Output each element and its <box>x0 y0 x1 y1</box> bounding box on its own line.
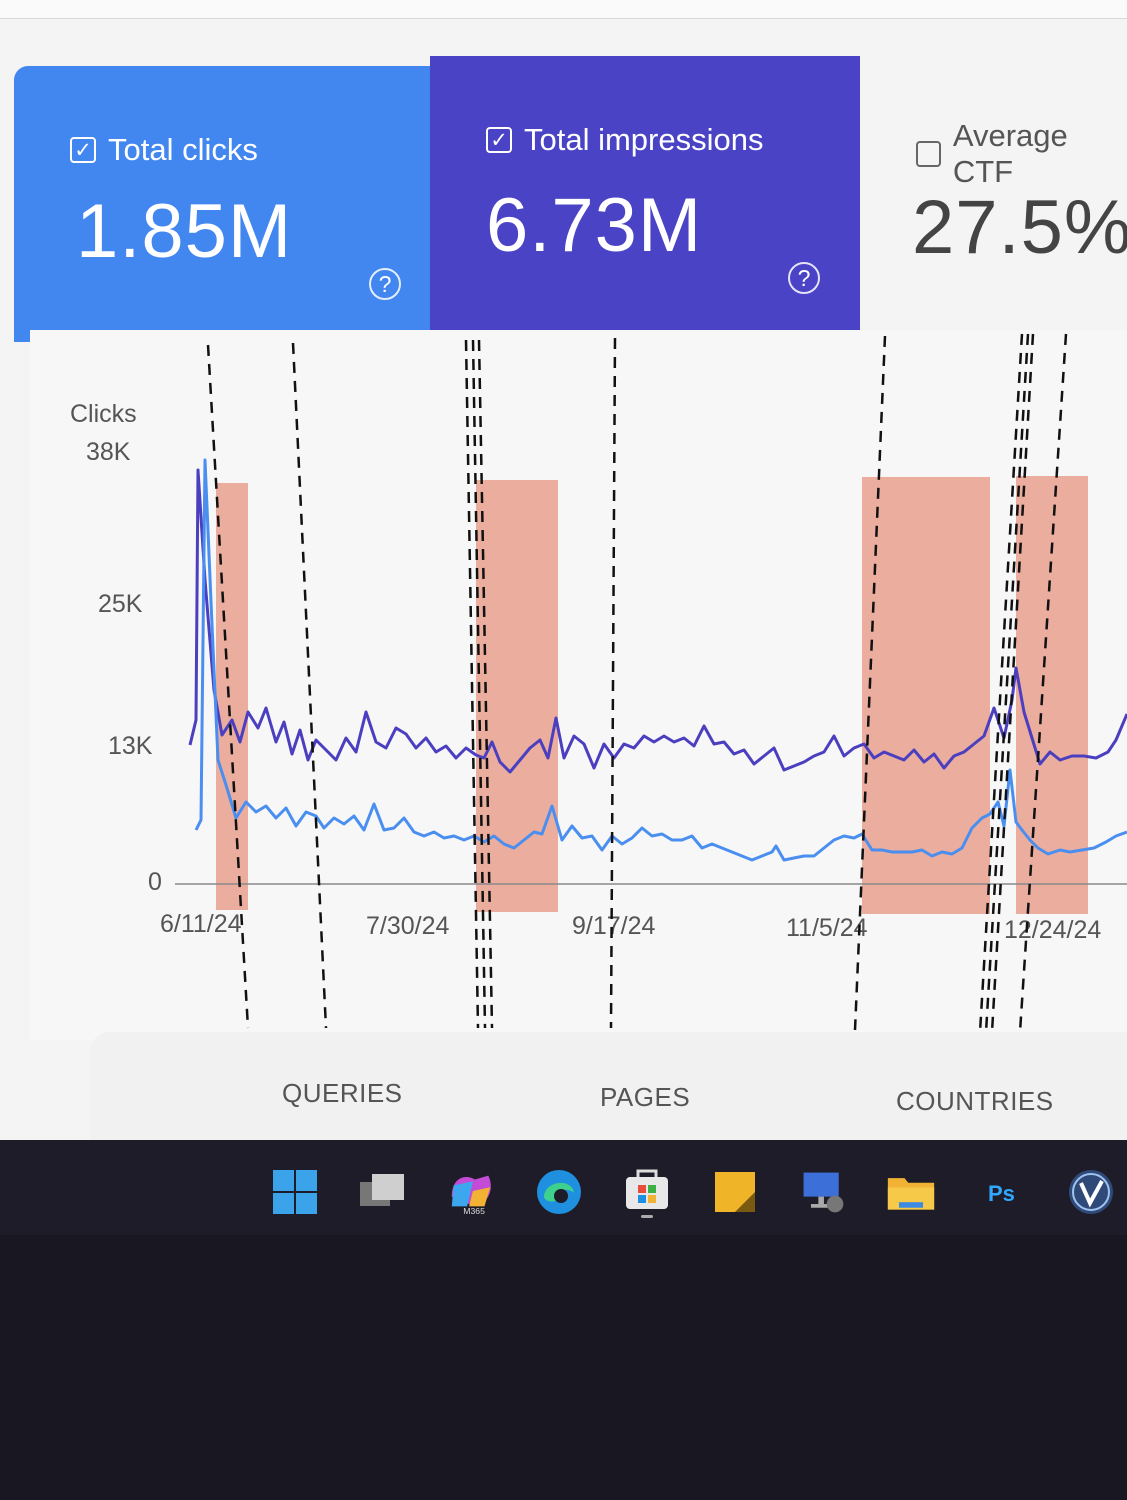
tab-countries[interactable]: COUNTRIES <box>896 1086 1054 1116</box>
tab-pages[interactable]: PAGES <box>600 1082 691 1112</box>
average-ctr-checkbox[interactable] <box>916 141 941 167</box>
total-clicks-label: Total clicks <box>108 132 258 167</box>
v-app-icon[interactable] <box>1066 1167 1116 1217</box>
photoshop-label: Ps <box>988 1181 1015 1206</box>
total-clicks-checkbox[interactable]: ✓ <box>70 137 96 163</box>
photoshop-icon[interactable]: Ps <box>978 1167 1028 1217</box>
performance-chart-area <box>30 330 1127 1040</box>
total-clicks-card[interactable]: ✓ Total clicks 1.85M ? <box>14 66 434 342</box>
total-impressions-checkbox[interactable]: ✓ <box>486 127 512 153</box>
average-ctr-card[interactable]: Average CTF 27.5% <box>860 56 1127 326</box>
remote-desktop-icon[interactable] <box>798 1167 848 1217</box>
search-console-screen: ✓ Total clicks 1.85M ? ✓ Total impressio… <box>0 0 1127 1140</box>
help-icon[interactable]: ? <box>369 268 401 300</box>
total-impressions-value: 6.73M <box>486 183 703 268</box>
help-icon[interactable]: ? <box>788 262 820 294</box>
m365-label: M365 <box>463 1206 485 1216</box>
total-clicks-header: ✓ Total clicks <box>70 132 258 168</box>
m365-copilot-icon[interactable]: M365 <box>446 1167 496 1217</box>
top-bar <box>0 0 1127 19</box>
task-view-icon[interactable] <box>358 1167 408 1217</box>
report-tabs-bar <box>90 1032 1127 1140</box>
laptop-bezel <box>0 1235 1127 1500</box>
windows-start-icon[interactable] <box>270 1167 320 1217</box>
file-explorer-icon[interactable] <box>886 1167 936 1217</box>
total-impressions-card[interactable]: ✓ Total impressions 6.73M ? <box>430 56 860 330</box>
total-clicks-value: 1.85M <box>76 189 293 274</box>
total-impressions-header: ✓ Total impressions <box>486 122 763 158</box>
edge-icon[interactable] <box>534 1167 584 1217</box>
average-ctr-header: Average CTF <box>916 118 1127 190</box>
average-ctr-label: Average CTF <box>952 118 1068 189</box>
average-ctr-value: 27.5% <box>912 185 1127 270</box>
tab-queries[interactable]: QUERIES <box>282 1078 403 1108</box>
total-impressions-label: Total impressions <box>524 122 764 157</box>
store-icon[interactable] <box>622 1167 672 1218</box>
sticky-notes-icon[interactable] <box>710 1167 760 1217</box>
